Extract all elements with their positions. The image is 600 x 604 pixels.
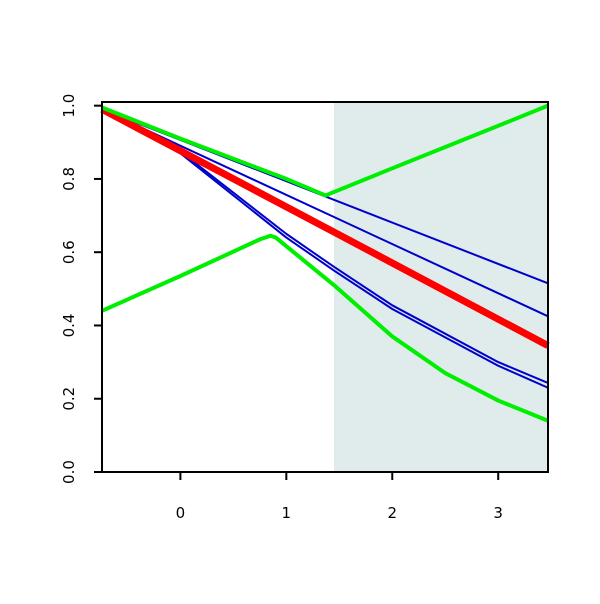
x-tick-label: 3 (493, 504, 503, 522)
y-tick-label: 1.0 (60, 94, 78, 118)
plot-box (101, 101, 549, 473)
y-tick-label: 0.0 (60, 460, 78, 484)
line (100, 106, 550, 349)
x-tick-label: 1 (282, 504, 292, 522)
x-tick-label: 0 (176, 504, 186, 522)
y-tick-label: 0.8 (60, 167, 78, 191)
y-tick-label: 0.4 (60, 314, 78, 338)
line (101, 103, 549, 198)
line (101, 108, 549, 318)
y-tick-label: 0.2 (60, 387, 78, 411)
x-tick-label: 2 (387, 504, 397, 522)
line (101, 233, 549, 423)
y-tick-label: 0.6 (60, 240, 78, 264)
